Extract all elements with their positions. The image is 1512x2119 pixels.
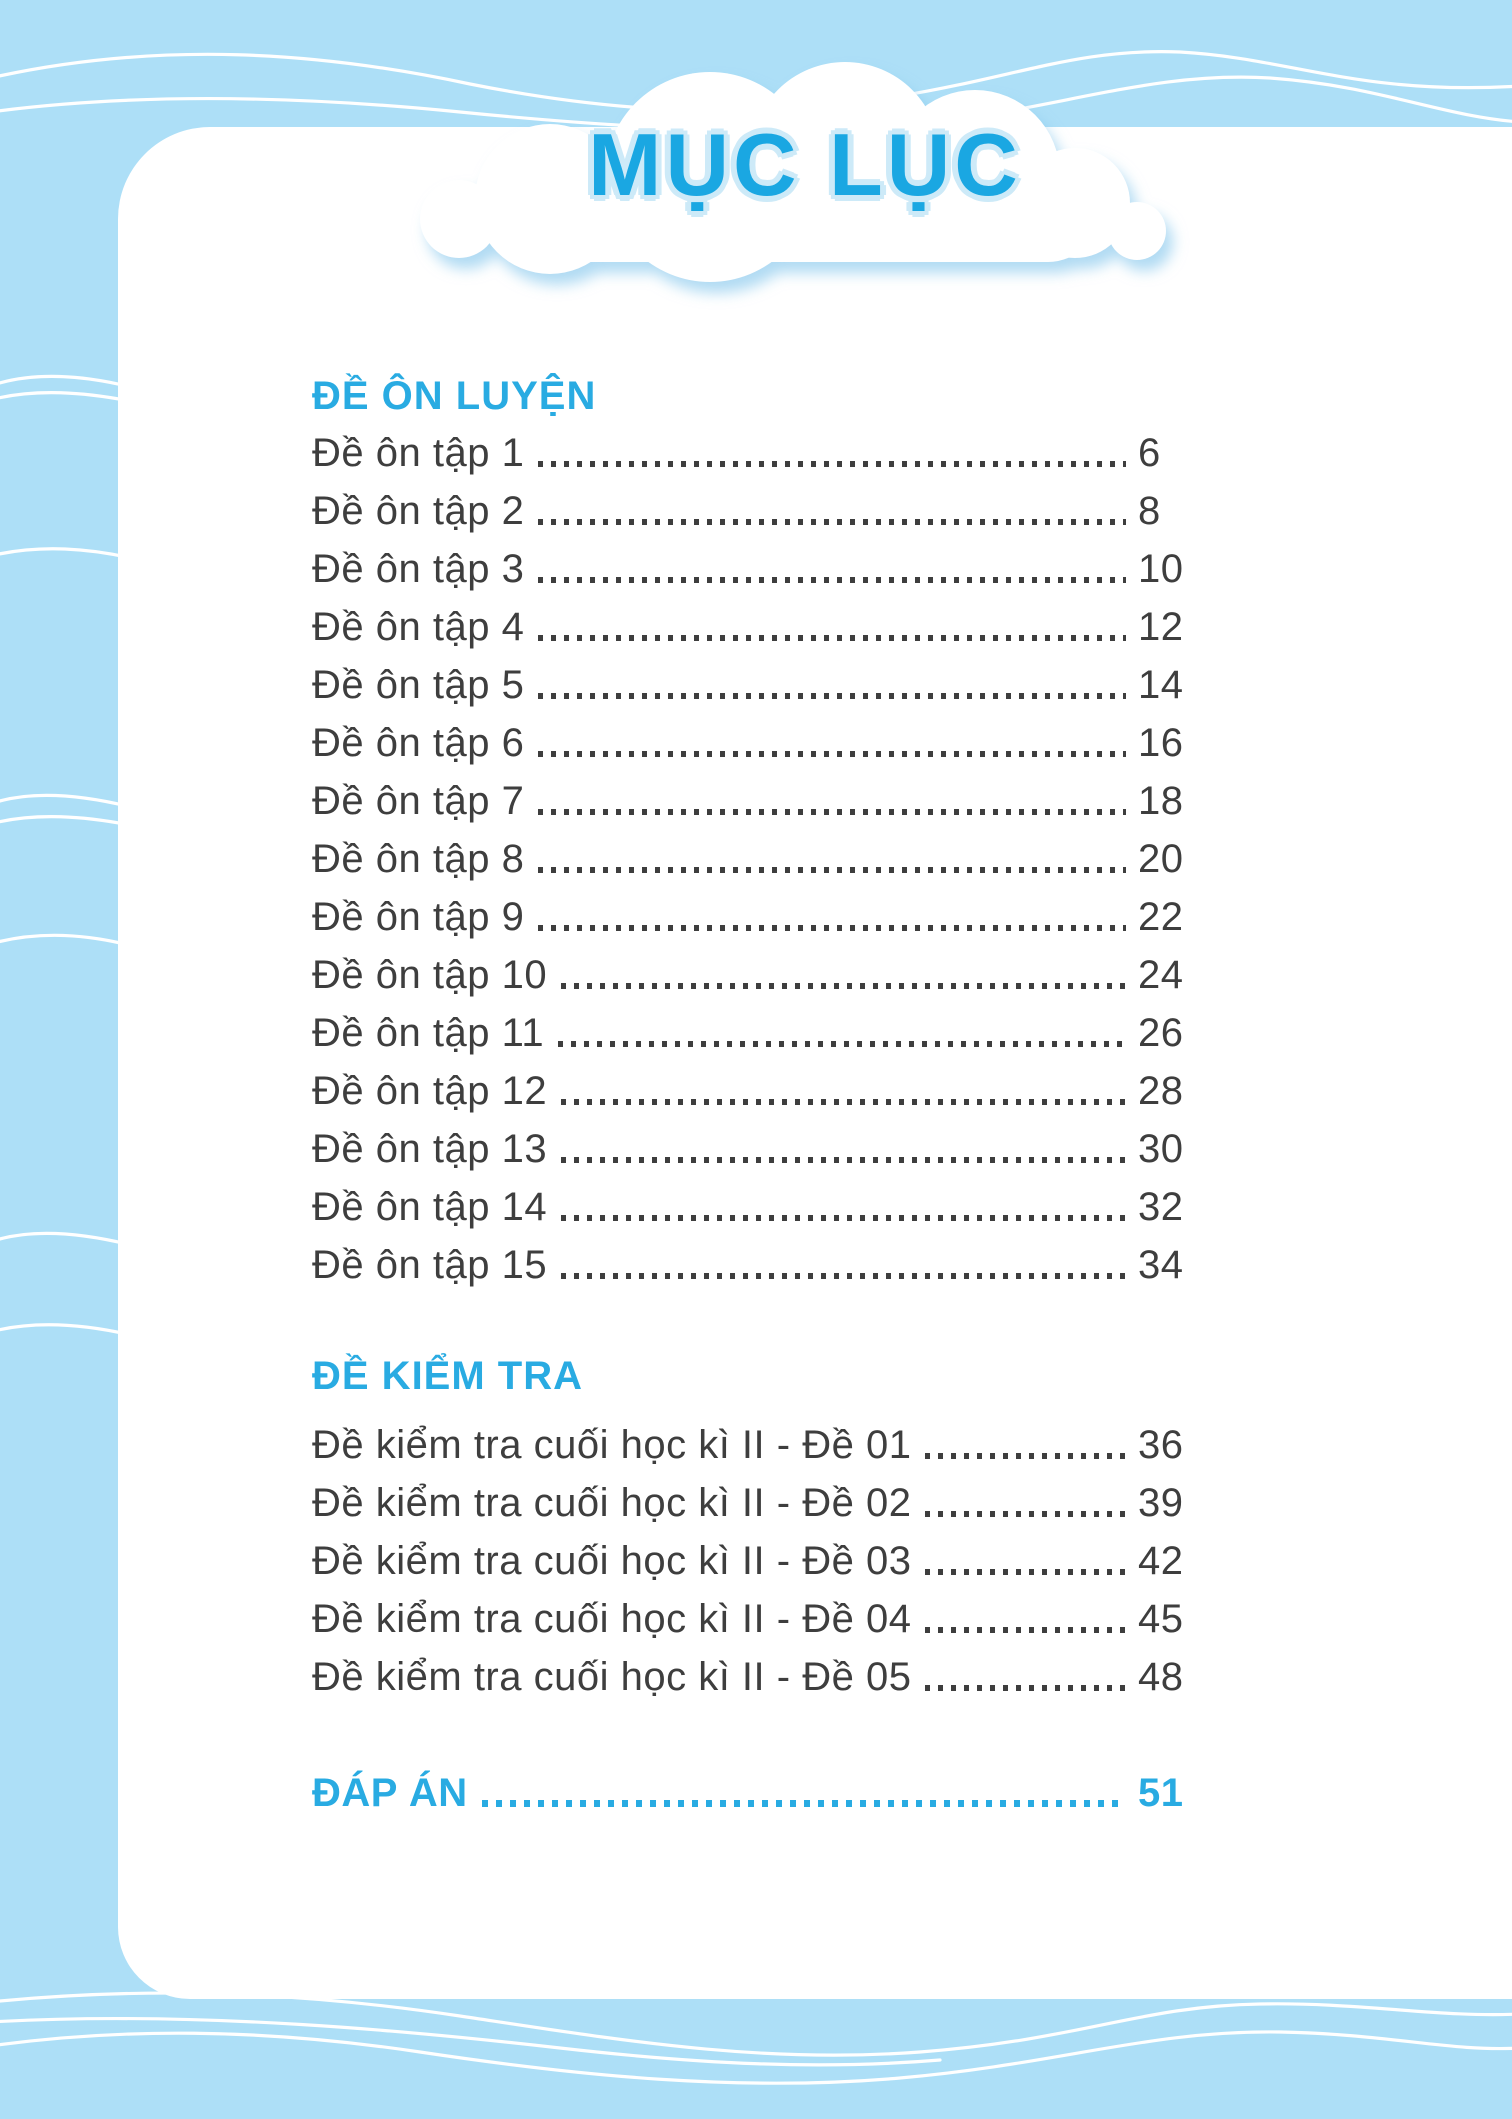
toc-entry-label: Đề ôn tập 11 (312, 1010, 545, 1055)
toc-entry: Đề ôn tập 10 24 (312, 946, 1190, 1004)
dot-leader (561, 1099, 1126, 1105)
toc-entry: Đề ôn tập 6 16 (312, 714, 1190, 772)
dot-leader (925, 1569, 1126, 1575)
toc-entry-page: 8 (1138, 488, 1161, 533)
toc-entry-page: 20 (1138, 836, 1184, 881)
dot-leader (538, 809, 1126, 815)
dot-leader (538, 577, 1126, 583)
toc-entry: Đề ôn tập 9 22 (312, 888, 1190, 946)
toc-entry: Đề ôn tập 1 6 (312, 424, 1190, 482)
dot-leader (538, 519, 1126, 525)
toc-entry-page: 48 (1138, 1654, 1184, 1699)
toc-entry-label: Đề kiểm tra cuối học kì II - Đề 03 (312, 1538, 912, 1583)
toc-entry: Đề ôn tập 12 28 (312, 1062, 1190, 1120)
dot-leader (925, 1453, 1126, 1459)
toc-entry-label: Đề ôn tập 2 (312, 488, 525, 533)
toc-entry-page: 22 (1138, 894, 1184, 939)
toc-entry: Đề ôn tập 3 10 (312, 540, 1190, 598)
toc-entry: Đề kiểm tra cuối học kì II - Đề 03 42 (312, 1532, 1190, 1590)
toc-entry: Đề ôn tập 11 26 (312, 1004, 1190, 1062)
table-of-contents: ĐỀ ÔN LUYỆN Đề ôn tập 1 6 Đề ôn tập 2 8 Đề… (312, 372, 1190, 1822)
toc-entry-page: 26 (1138, 1010, 1184, 1055)
toc-entry-label: Đề ôn tập 12 (312, 1068, 548, 1113)
page-title: MỤC LỤC (588, 115, 1022, 214)
toc-entry-label: Đề ôn tập 3 (312, 546, 525, 591)
answer-key-entry: ĐÁP ÁN 51 (312, 1764, 1190, 1822)
cloud-puff (480, 158, 1100, 262)
dot-leader (561, 1157, 1126, 1163)
cloud-puff (1108, 202, 1166, 260)
toc-entry-label: Đề kiểm tra cuối học kì II - Đề 02 (312, 1480, 912, 1525)
dot-leader (561, 1273, 1126, 1279)
toc-entry-page: 36 (1138, 1422, 1184, 1467)
toc-entry: Đề ôn tập 15 34 (312, 1236, 1190, 1294)
toc-entry-label: Đề ôn tập 7 (312, 778, 525, 823)
dot-leader (538, 867, 1126, 873)
toc-entry-label: Đề kiểm tra cuối học kì II - Đề 01 (312, 1422, 912, 1467)
toc-entry-page: 42 (1138, 1538, 1184, 1583)
toc-entry-page: 18 (1138, 778, 1184, 823)
toc-entry-page: 45 (1138, 1596, 1184, 1641)
toc-entry-page: 6 (1138, 430, 1161, 475)
content-card (118, 127, 1512, 1999)
toc-entry: Đề kiểm tra cuối học kì II - Đề 04 45 (312, 1590, 1190, 1648)
toc-entry: Đề kiểm tra cuối học kì II - Đề 05 48 (312, 1648, 1190, 1706)
toc-entry-page: 12 (1138, 604, 1184, 649)
toc-entry: Đề ôn tập 5 14 (312, 656, 1190, 714)
dot-leader (558, 1041, 1126, 1047)
toc-entry: Đề ôn tập 14 32 (312, 1178, 1190, 1236)
toc-entry: Đề ôn tập 7 18 (312, 772, 1190, 830)
dot-leader (538, 925, 1126, 931)
cloud-decoration: MỤC LỤC (420, 62, 1190, 282)
toc-entry: Đề kiểm tra cuối học kì II - Đề 01 36 (312, 1416, 1190, 1474)
toc-entry-page: 30 (1138, 1126, 1184, 1171)
toc-entry-page: 28 (1138, 1068, 1184, 1113)
answer-key-label: ĐÁP ÁN (312, 1770, 468, 1815)
toc-entry-label: Đề kiểm tra cuối học kì II - Đề 04 (312, 1596, 912, 1641)
toc-entry-label: Đề ôn tập 14 (312, 1184, 548, 1229)
toc-entry-label: Đề ôn tập 6 (312, 720, 525, 765)
dot-leader (538, 751, 1126, 757)
toc-entry: Đề kiểm tra cuối học kì II - Đề 02 39 (312, 1474, 1190, 1532)
toc-entry-label: Đề kiểm tra cuối học kì II - Đề 05 (312, 1654, 912, 1699)
toc-entry-label: Đề ôn tập 4 (312, 604, 525, 649)
dot-leader (538, 693, 1126, 699)
toc-entry-label: Đề ôn tập 8 (312, 836, 525, 881)
toc-entry-label: Đề ôn tập 10 (312, 952, 548, 997)
toc-entry: Đề ôn tập 4 12 (312, 598, 1190, 656)
dot-leader (538, 461, 1126, 467)
toc-entry-page: 39 (1138, 1480, 1184, 1525)
toc-entry-page: 16 (1138, 720, 1184, 765)
section-heading-on-luyen: ĐỀ ÔN LUYỆN (312, 374, 597, 418)
dot-leader (925, 1685, 1126, 1691)
dot-leader (925, 1627, 1126, 1633)
toc-entry: Đề ôn tập 8 20 (312, 830, 1190, 888)
dot-leader (481, 1800, 1126, 1807)
toc-entry-page: 32 (1138, 1184, 1184, 1229)
section-list-kiem-tra: Đề kiểm tra cuối học kì II - Đề 01 36 Đề … (312, 1416, 1190, 1706)
answer-key-page: 51 (1138, 1770, 1184, 1815)
dot-leader (925, 1511, 1126, 1517)
toc-entry-page: 14 (1138, 662, 1184, 707)
toc-entry-label: Đề ôn tập 13 (312, 1126, 548, 1171)
toc-entry-label: Đề ôn tập 5 (312, 662, 525, 707)
toc-entry-page: 24 (1138, 952, 1184, 997)
toc-entry-page: 10 (1138, 546, 1184, 591)
toc-entry: Đề ôn tập 13 30 (312, 1120, 1190, 1178)
toc-entry-label: Đề ôn tập 1 (312, 430, 525, 475)
toc-entry: Đề ôn tập 2 8 (312, 482, 1190, 540)
dot-leader (561, 983, 1126, 989)
toc-entry-page: 34 (1138, 1242, 1184, 1287)
toc-entry-label: Đề ôn tập 9 (312, 894, 525, 939)
dot-leader (538, 635, 1126, 641)
toc-entry-label: Đề ôn tập 15 (312, 1242, 548, 1287)
dot-leader (561, 1215, 1126, 1221)
section-heading-kiem-tra: ĐỀ KIỂM TRA (312, 1354, 583, 1398)
